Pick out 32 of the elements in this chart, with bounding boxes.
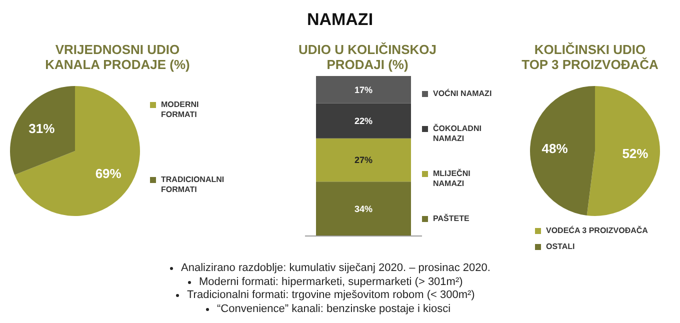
legend-label: OSTALI [546,242,575,252]
pie-slice [10,86,75,175]
bar [316,103,411,138]
bar [316,138,411,182]
data-label: 17% [354,84,373,95]
bar [316,182,411,236]
text: “Convenience” kanali: benzinske postaje i kiosci [217,302,451,316]
text: Moderni formati: hipermarketi, supermarketi (> 301m²) [199,276,463,289]
legend-label: TRADICIONALNI FORMATI [161,174,226,194]
legend-label: MODERNI FORMATI [161,100,200,120]
data-label: 34% [354,204,373,214]
data-label: 48% [542,140,568,156]
text: Analizirano razdoblje: kumulativ siječanj 2020. – prosinac 2020. [181,262,490,276]
legend-label: PAŠTETE [433,214,470,224]
data-label: 27% [354,155,373,166]
data-label: 31% [28,120,56,136]
legend-label: MLIJEČNI NAMAZI [433,168,472,188]
text: NAMAZI [306,10,374,30]
chart-title: KOLIČINSKI UDIO TOP 3 PROIZVOĐAČA [520,42,660,72]
data-label: 22% [354,116,373,126]
legend-label: VODEĆA 3 PROIZVOĐAČA [546,226,648,236]
pie-slice [586,86,660,216]
pie-slice [14,86,140,216]
bar [316,76,411,104]
legend-label: VOĆNI NAMAZI [433,88,493,98]
chart-title: VRIJEDNOSNI UDIO KANALA PRODAJE (%) [44,42,191,72]
data-label: 69% [95,166,122,182]
data-label: 52% [622,146,649,162]
chart-title: UDIO U KOLIČINSKOJ PRODAJI (%) [298,42,438,72]
text: Tradicionalni formati: trgovine mješovitom robom (< 300m²) [187,289,475,302]
legend-label: ČOKOLADNI NAMAZI [433,124,482,144]
pie-slice [530,86,595,216]
